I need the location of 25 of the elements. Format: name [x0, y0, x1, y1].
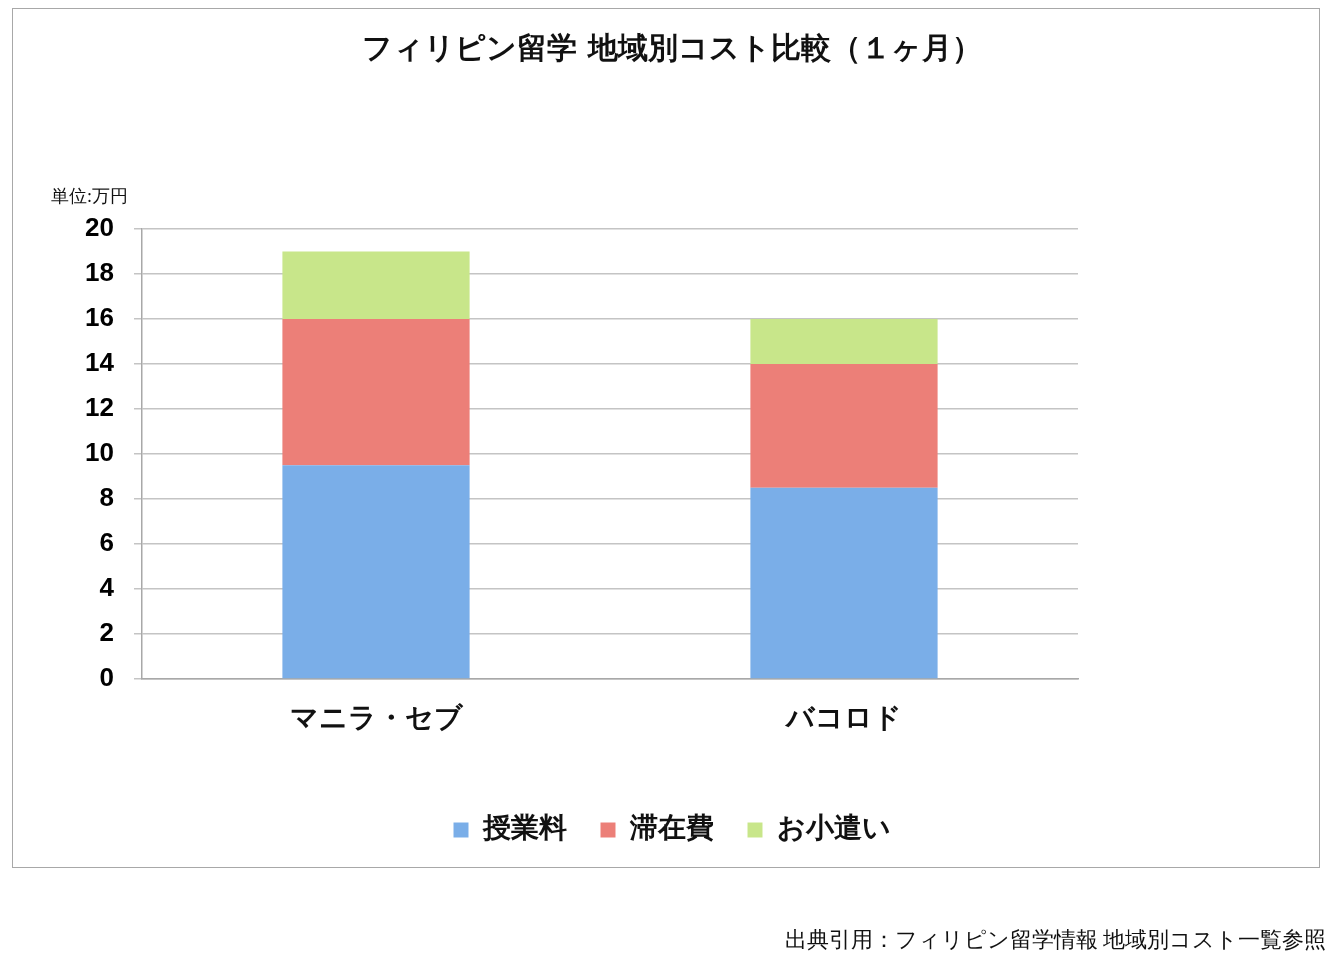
x-tick-label: マニラ・セブ: [289, 701, 464, 735]
y-tick-label: 18: [85, 257, 114, 288]
bar: [750, 487, 938, 679]
chart-title: フィリピン留学 地域別コスト比較（１ヶ月）: [362, 29, 982, 65]
bar: [750, 319, 938, 364]
bar: [750, 364, 938, 488]
bar: [282, 465, 470, 679]
y-tick-label: 10: [85, 437, 114, 468]
y-tick-label: 14: [85, 347, 115, 378]
text: 出典引用：フィリピン留学情報 地域別コスト一覧参照: [784, 926, 1326, 952]
bar: [282, 251, 470, 319]
y-tick-label: 12: [85, 392, 114, 423]
y-tick-label: 16: [85, 302, 114, 333]
y-tick-label: 8: [99, 482, 114, 513]
x-tick-label: バコロド: [784, 701, 902, 735]
y-tick-label: 0: [99, 662, 114, 693]
y-tick-label: 6: [99, 527, 114, 558]
legend-label: 授業料: [481, 811, 567, 845]
legend-label: お小遣い: [776, 811, 891, 845]
y-tick-label: 20: [85, 212, 114, 243]
bar: [282, 319, 470, 466]
legend-label: 滞在費: [628, 811, 714, 845]
y-tick-label: 4: [99, 572, 115, 603]
text: 単位:万円: [50, 185, 128, 206]
y-tick-label: 2: [99, 617, 114, 648]
